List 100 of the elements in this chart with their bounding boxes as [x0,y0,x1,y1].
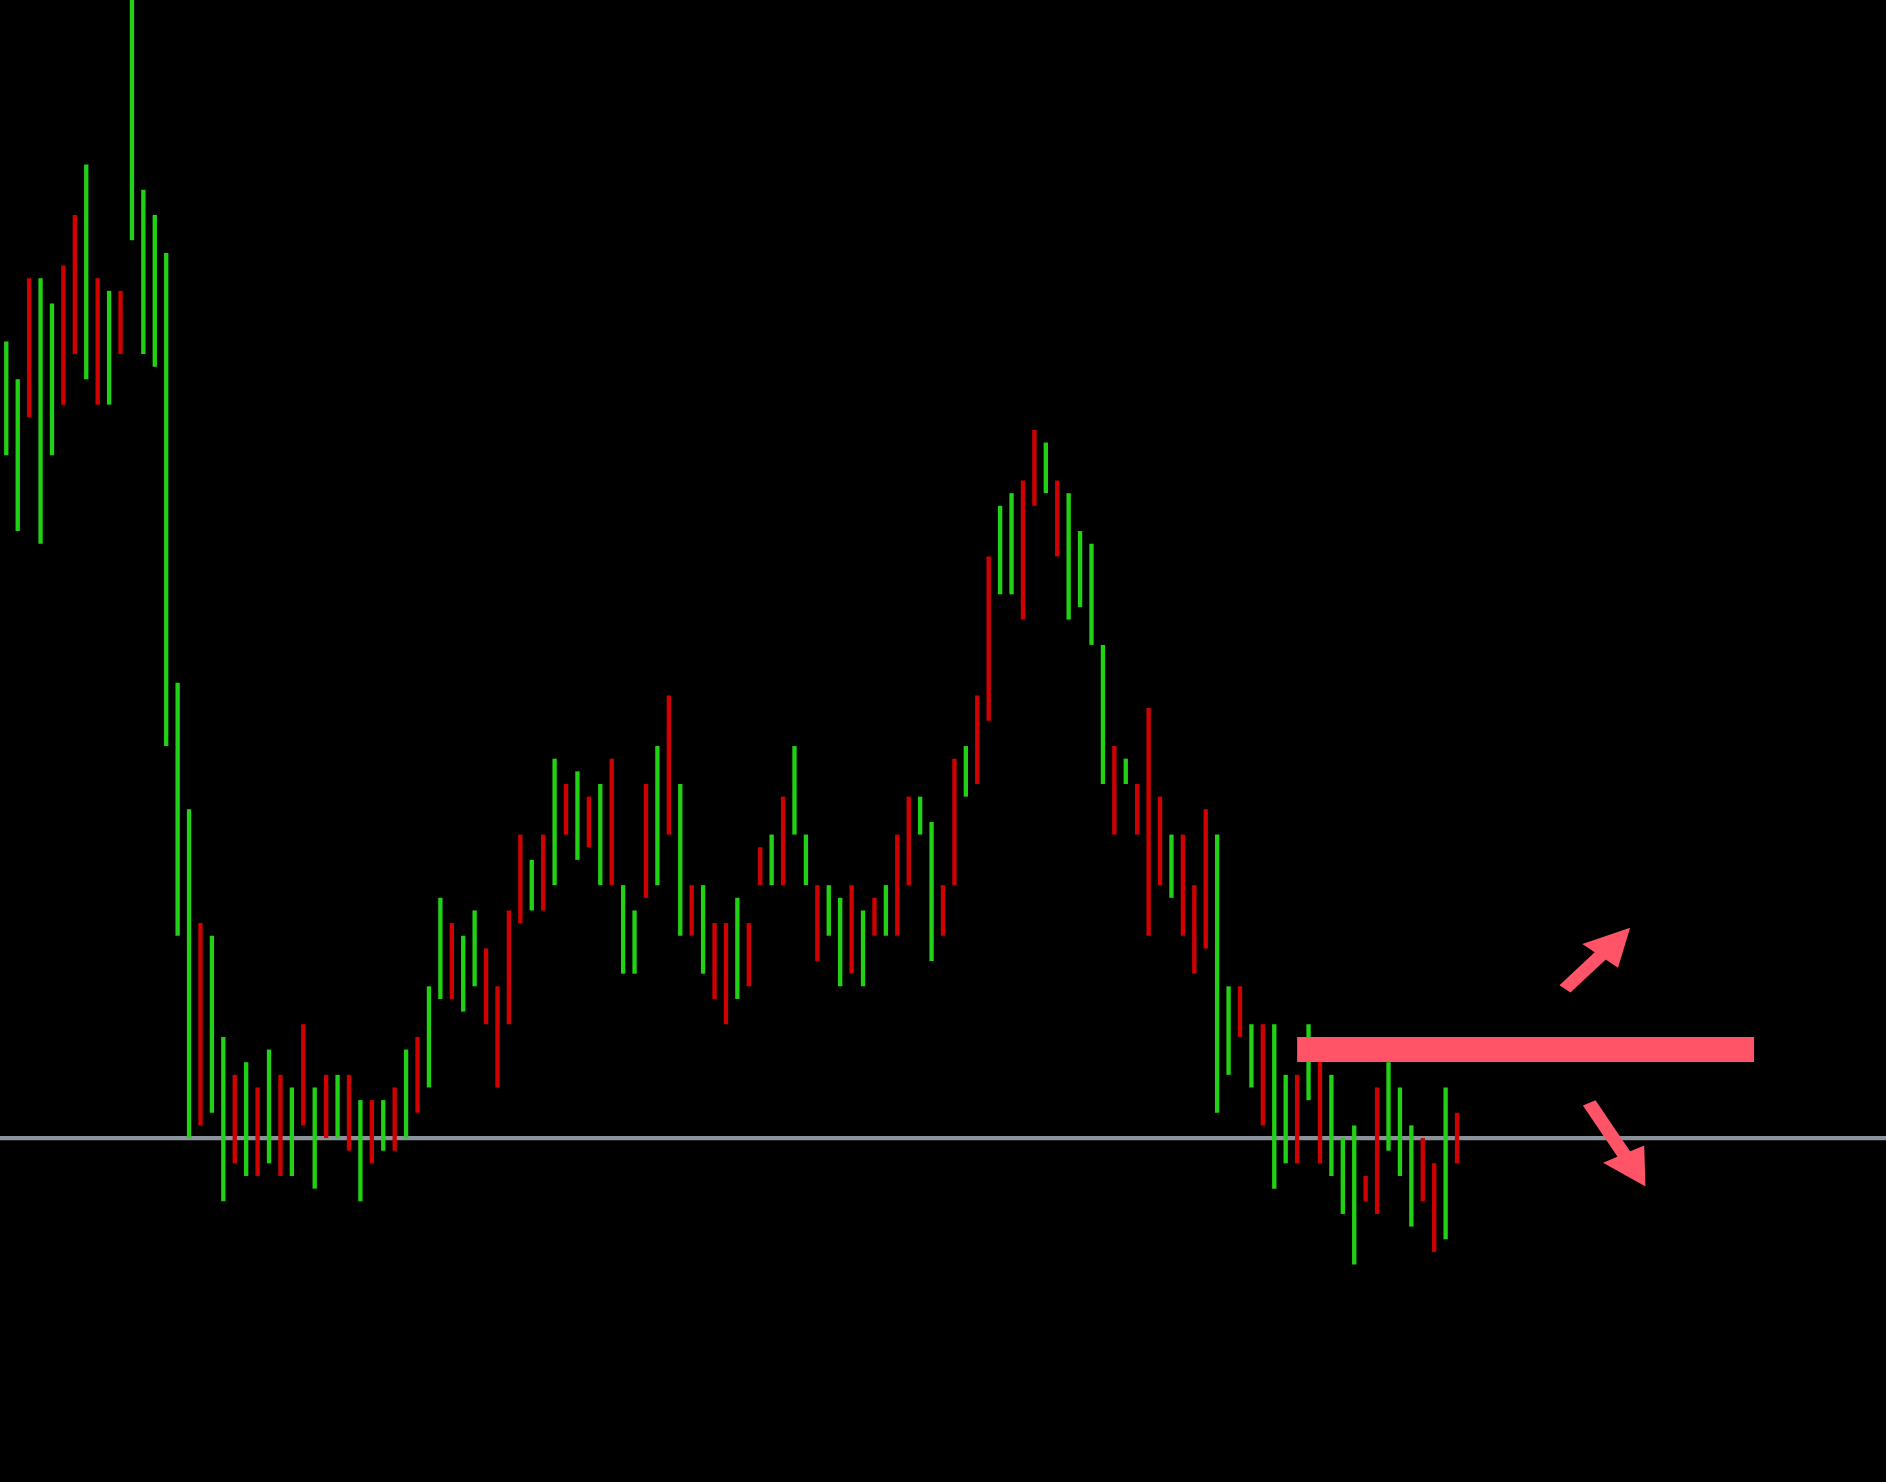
candlestick [335,1074,340,1139]
candlestick [1432,1163,1437,1252]
candlestick [803,834,809,886]
candlestick [1203,809,1208,949]
candlestick [358,1100,363,1202]
candlestick [381,1100,386,1151]
candlestick [1272,1024,1277,1189]
candlestick [1454,1112,1460,1164]
candlestick [997,505,1003,595]
candlestick [632,910,637,974]
candlestick [1420,1138,1425,1202]
candlestick [1020,480,1026,620]
candlestick [1340,1138,1345,1214]
candlestick [917,796,923,835]
candlestick [1409,1125,1414,1227]
candlestick [1214,834,1220,1113]
candlestick [495,986,500,1088]
candlestick [678,783,683,936]
candlestick [1043,442,1048,494]
candlestick [1226,986,1231,1075]
candlestick [72,214,77,355]
candlestick [1352,1125,1357,1265]
candlestick [1135,783,1140,835]
candlestick [575,771,580,860]
candlestick [792,746,797,835]
candlestick [369,1100,374,1164]
candlestick [1032,429,1037,506]
candlestick [4,341,9,456]
candlestick [118,290,123,355]
candlestick [289,1087,295,1176]
candlestick [712,923,717,999]
candlestick [1123,758,1128,784]
candlestick [541,834,546,911]
candlestick [426,986,432,1088]
candlestick [1260,1024,1266,1126]
candlestick [929,821,934,962]
candlestick [1146,708,1151,936]
candlestick [1443,1087,1448,1240]
candlestick [1157,796,1163,886]
candlestick [312,1087,317,1189]
candlestick [472,910,477,987]
candlestick [529,859,534,911]
candlestick [666,695,672,835]
candlestick [986,556,991,721]
candlestick [198,923,203,1126]
candlestick [1374,1087,1380,1214]
candlestick [1192,885,1197,974]
candlestick [415,1036,420,1113]
candlestick [700,885,706,974]
candlestick [164,252,169,747]
candlestick [392,1087,397,1151]
candlestick [438,897,443,999]
candlestick [15,379,20,532]
candlestick [266,1049,272,1164]
candlestick [506,910,512,1025]
candlestick [255,1087,260,1176]
candlestick [61,265,66,405]
candlestick [1363,1175,1368,1202]
candlestick [1089,543,1094,645]
candlestick [1397,1087,1403,1176]
candlestick [244,1062,249,1176]
candlestick [323,1074,329,1139]
candlestick [449,923,454,999]
candlestick [746,923,751,987]
candlestick [221,1036,226,1202]
candlestick [689,885,694,936]
candlestick [769,834,774,886]
candlestick [643,783,649,898]
candlestick [186,809,192,1139]
candlestick [483,948,489,1025]
candlestick [609,758,614,886]
candlestick [1066,493,1071,620]
candlestick [152,214,157,367]
candlestick [655,746,660,886]
candlestick [1283,1074,1288,1164]
candlestick [758,847,763,886]
candlestick [1009,493,1014,595]
candlestick [232,1074,237,1164]
candlestick [1055,480,1060,557]
candlestick [1077,531,1083,607]
candlestick [301,1024,306,1126]
candlestick [209,935,215,1113]
candlestick [860,910,866,987]
candlestick [940,885,946,936]
candlestick [1294,1074,1300,1164]
candlestick [883,885,889,936]
candlestick [1169,834,1174,898]
candlestick [129,0,135,241]
candlestick [952,758,957,886]
candlestick [106,290,112,405]
candlestick [403,1049,409,1139]
candlestick [26,278,32,418]
candlestick [849,885,854,974]
candlestick [95,278,100,405]
candlestick [1112,746,1117,835]
candlestick [141,189,146,355]
candlestick [1386,1062,1391,1151]
candlestick [1249,1024,1254,1088]
candlestick [598,783,603,886]
candlestick [735,897,740,999]
